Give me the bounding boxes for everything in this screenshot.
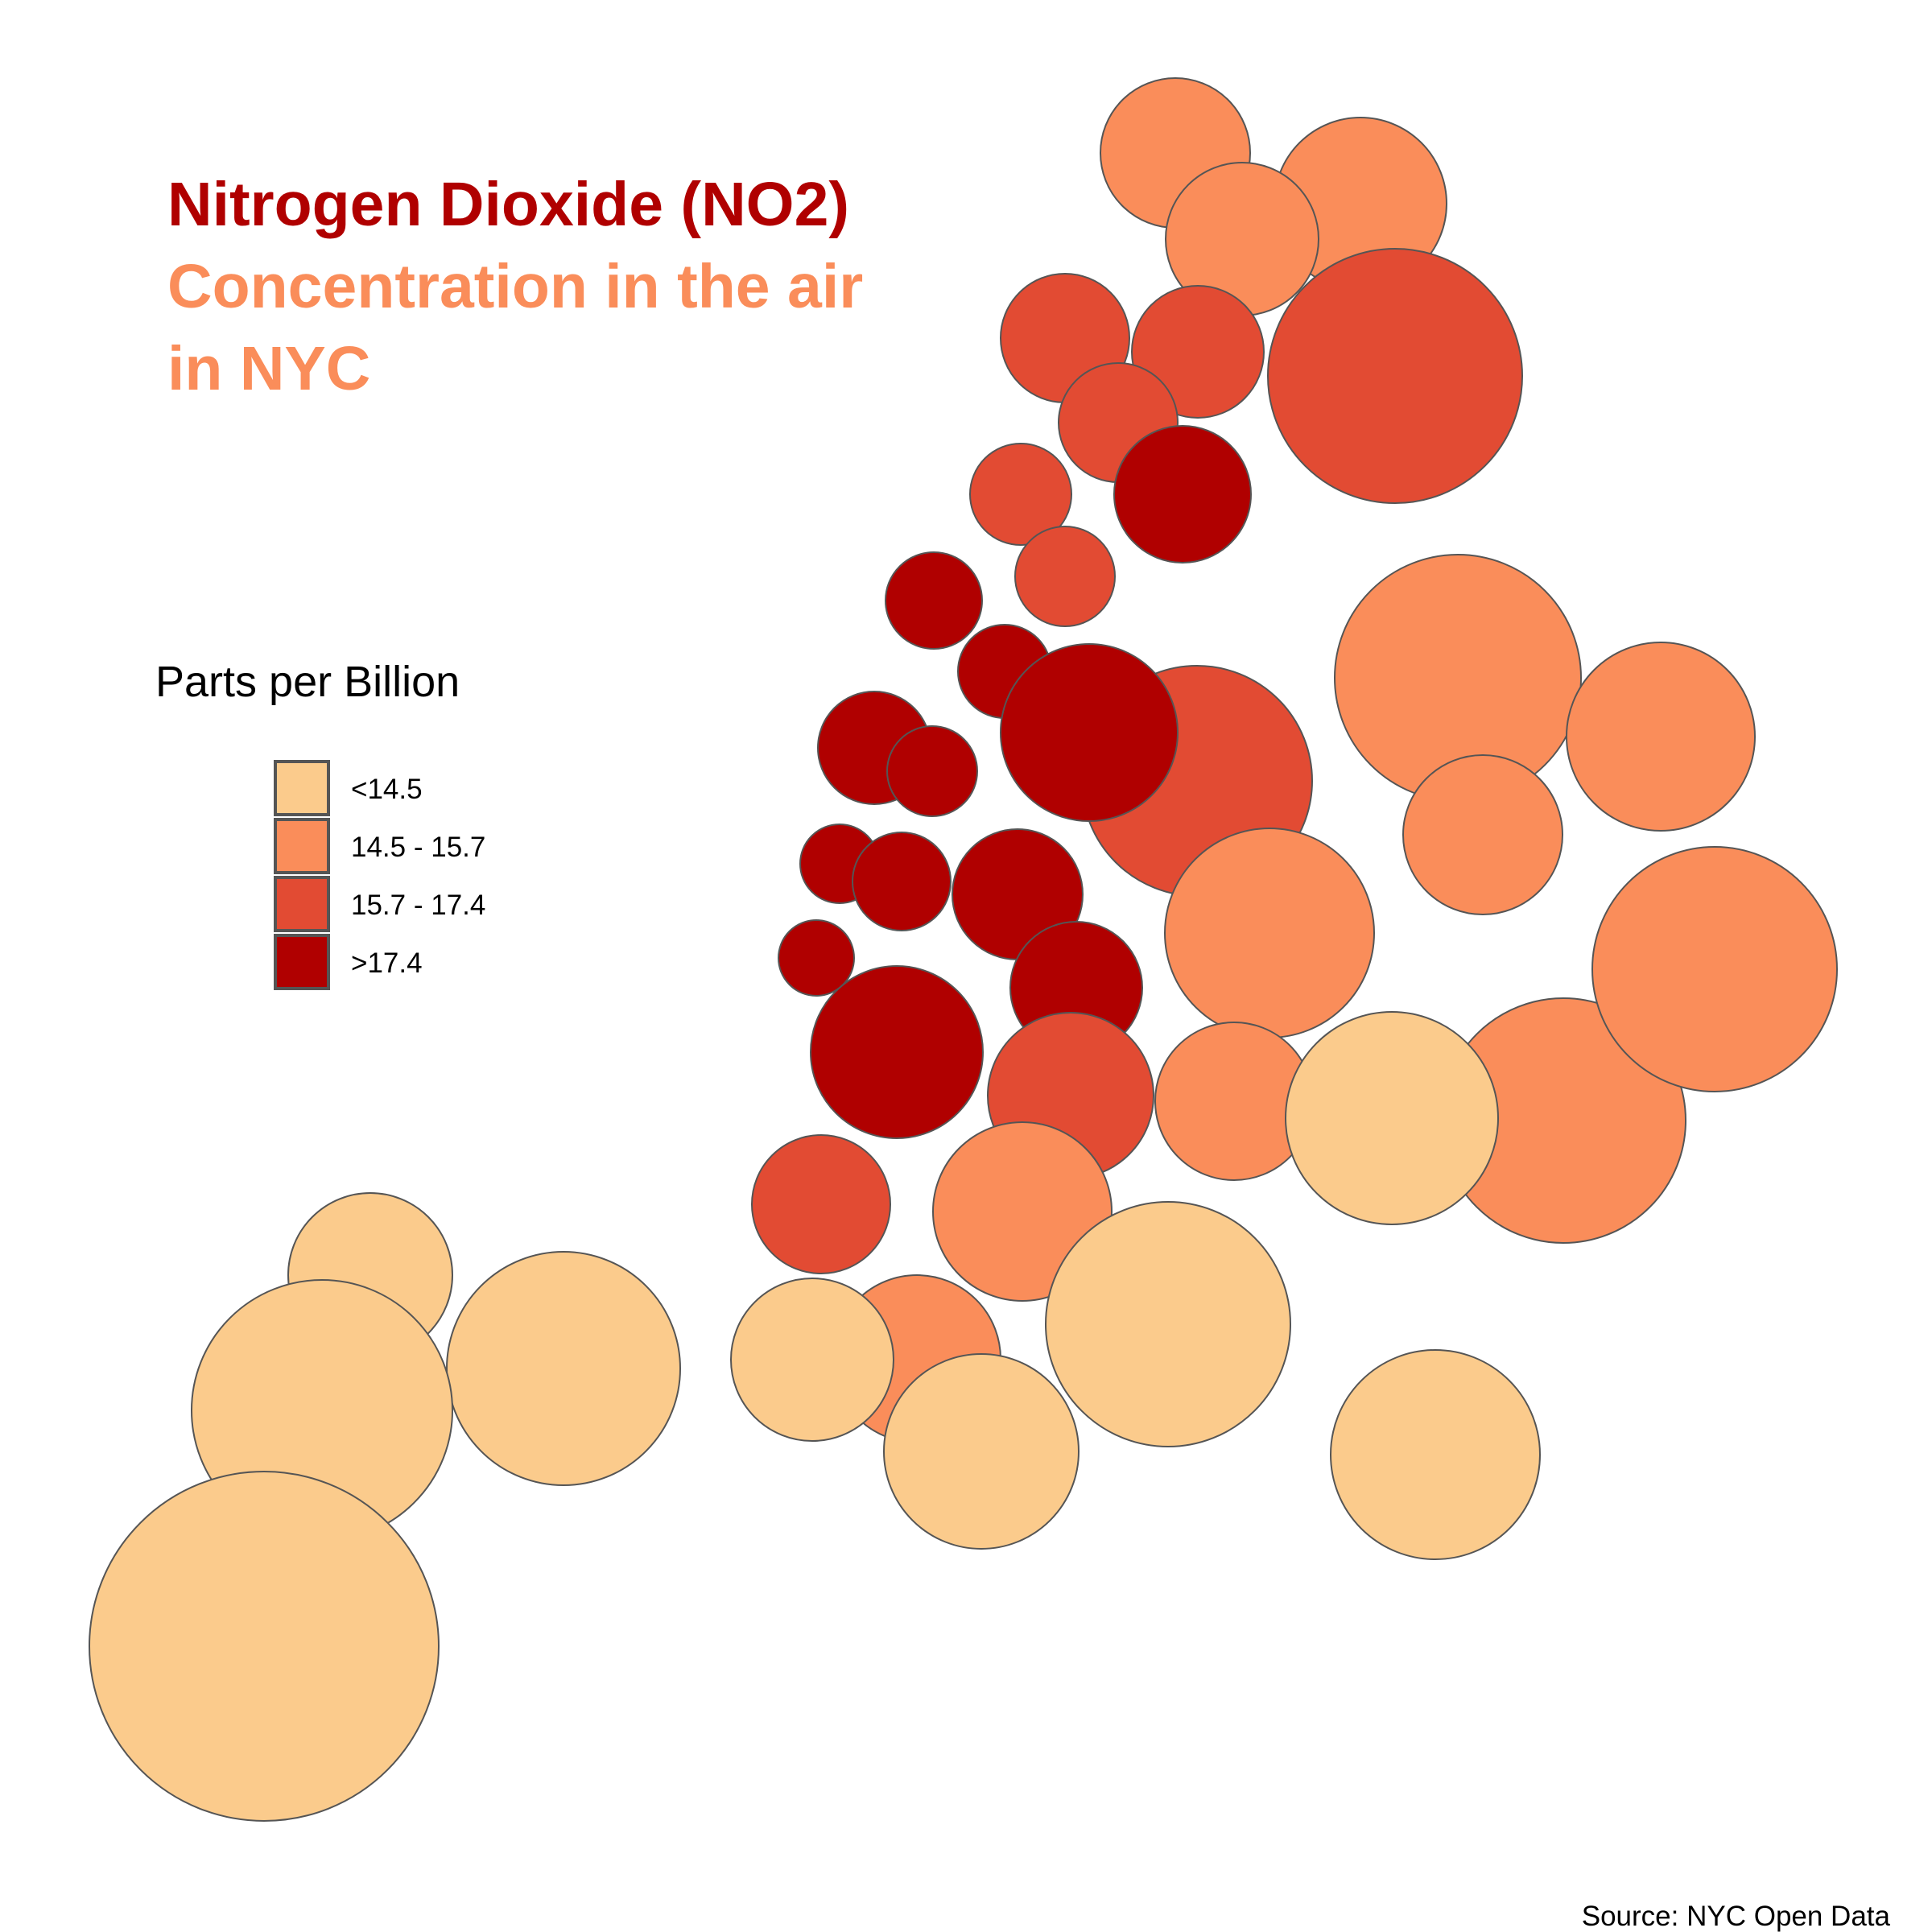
- no2-bubble-35: [730, 1278, 894, 1442]
- no2-bubble-21: [852, 832, 952, 931]
- no2-bubble-37: [1045, 1201, 1291, 1447]
- no2-bubble-32: [751, 1134, 891, 1274]
- map-subtitle-line-2: in NYC: [167, 334, 370, 403]
- no2-bubble-40: [446, 1251, 681, 1486]
- no2-bubble-8: [1113, 425, 1252, 564]
- legend: Parts per Billion <14.5 14.5 - 15.7 15.7…: [155, 658, 485, 990]
- map-title: Nitrogen Dioxide (NO2): [167, 170, 849, 239]
- no2-bubble-23: [778, 919, 855, 997]
- no2-bubble-9: [969, 443, 1072, 546]
- no2-bubble-36: [883, 1353, 1080, 1550]
- no2-bubble-17: [1402, 754, 1563, 915]
- legend-label-mid-low: 14.5 - 15.7: [351, 832, 485, 863]
- no2-bubble-38: [1330, 1349, 1541, 1560]
- no2-bubble-42: [89, 1471, 440, 1822]
- bubble-layer: [89, 77, 1838, 1822]
- no2-bubble-11: [885, 551, 983, 650]
- no2-bubble-16: [1566, 642, 1756, 832]
- no2-bubble-14: [1000, 643, 1179, 822]
- legend-swatch-mid-high: [274, 876, 330, 932]
- legend-swatch-high: [274, 934, 330, 990]
- legend-swatch-mid-low: [274, 818, 330, 874]
- no2-bubble-4: [1267, 248, 1523, 504]
- legend-label-low: <14.5: [351, 774, 423, 805]
- legend-label-high: >17.4: [351, 947, 423, 979]
- legend-title: Parts per Billion: [155, 658, 460, 706]
- legend-swatch-low: [274, 760, 330, 816]
- no2-bubble-19: [886, 725, 978, 817]
- no2-bubble-10: [1014, 526, 1116, 627]
- no2-bubble-30: [1591, 846, 1838, 1092]
- source-note: Source: NYC Open Data: [1582, 1901, 1891, 1932]
- no2-bubble-27: [1164, 828, 1375, 1038]
- no2-bubble-31: [1285, 1011, 1499, 1225]
- no2-bubble-25: [810, 965, 984, 1139]
- legend-label-mid-high: 15.7 - 17.4: [351, 890, 485, 921]
- map-subtitle-line-1: Concentration in the air: [167, 252, 863, 321]
